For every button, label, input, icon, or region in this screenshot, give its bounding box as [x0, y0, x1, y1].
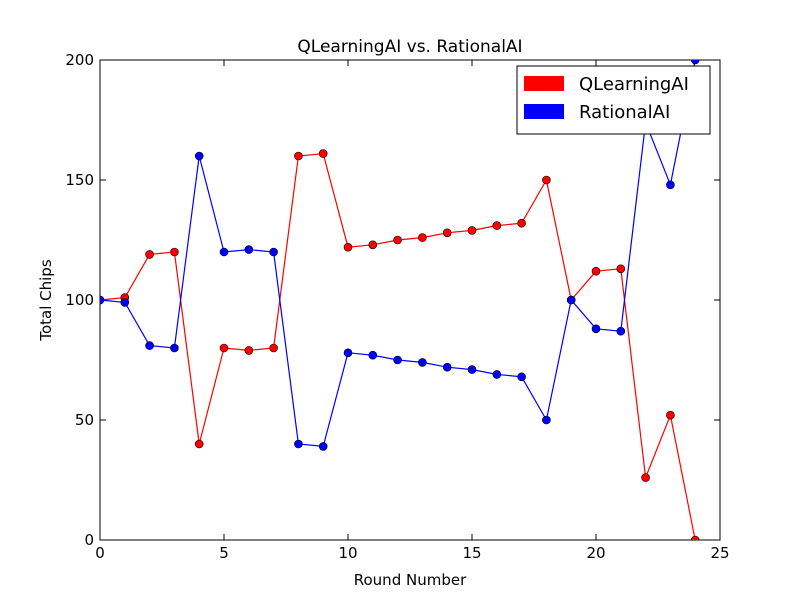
y-tick-label: 200 [65, 51, 94, 69]
x-tick-label: 0 [95, 544, 105, 562]
data-point [517, 372, 526, 382]
data-point [100, 295, 105, 305]
data-point [690, 60, 700, 65]
data-point [591, 324, 601, 334]
data-point [219, 343, 229, 353]
data-point [318, 149, 328, 158]
x-tick-label: 10 [338, 544, 357, 562]
x-tick-label: 25 [710, 544, 729, 562]
legend-label: QLearningAI [579, 74, 689, 95]
legend: QLearningAI RationalAI [516, 65, 711, 135]
data-point [368, 350, 378, 360]
data-point [393, 235, 402, 245]
data-point [542, 415, 551, 425]
data-point [641, 473, 650, 482]
data-point [343, 348, 353, 358]
data-point [219, 247, 229, 257]
data-point [170, 247, 179, 257]
data-point [120, 298, 130, 307]
y-axis-label: Total Chips [37, 259, 55, 341]
data-point [690, 535, 700, 540]
data-point [294, 151, 303, 161]
data-point [492, 221, 502, 230]
data-point [418, 358, 427, 367]
data-point [418, 233, 427, 242]
data-point [666, 410, 675, 420]
data-point [517, 218, 526, 228]
data-point [194, 439, 204, 449]
data-point [343, 242, 353, 252]
y-tick-label: 50 [75, 411, 94, 429]
data-point [194, 151, 204, 161]
x-axis-label: Round Number [354, 571, 467, 589]
data-point [145, 250, 154, 259]
data-point [170, 343, 179, 353]
data-point [616, 326, 626, 336]
x-tick-label: 5 [219, 544, 229, 562]
data-point [244, 245, 254, 254]
data-point [442, 362, 452, 372]
legend-swatch [524, 76, 564, 91]
x-tick-label: 20 [586, 544, 605, 562]
chart-title: QLearningAI vs. RationalAI [297, 37, 522, 57]
data-point [368, 240, 378, 250]
data-point [467, 226, 477, 235]
series-qlearningai [100, 149, 700, 540]
legend-swatch [524, 104, 564, 119]
legend-label: RationalAI [579, 102, 670, 123]
data-point [492, 370, 502, 379]
data-point [616, 264, 626, 274]
data-point [269, 247, 278, 257]
x-tick-label: 15 [462, 544, 481, 562]
data-point [666, 180, 675, 190]
data-point [467, 365, 477, 374]
data-point [145, 341, 154, 350]
data-point [269, 343, 278, 353]
data-point [442, 228, 452, 238]
data-point [294, 439, 303, 449]
y-tick-label: 0 [84, 531, 94, 549]
y-tick-label: 100 [65, 291, 94, 309]
data-point [244, 346, 254, 355]
y-tick-label: 150 [65, 171, 94, 189]
data-point [393, 355, 402, 365]
series-line [100, 152, 696, 540]
data-point [591, 266, 601, 276]
data-point [566, 295, 576, 305]
data-point [542, 175, 551, 185]
data-point [318, 442, 328, 451]
